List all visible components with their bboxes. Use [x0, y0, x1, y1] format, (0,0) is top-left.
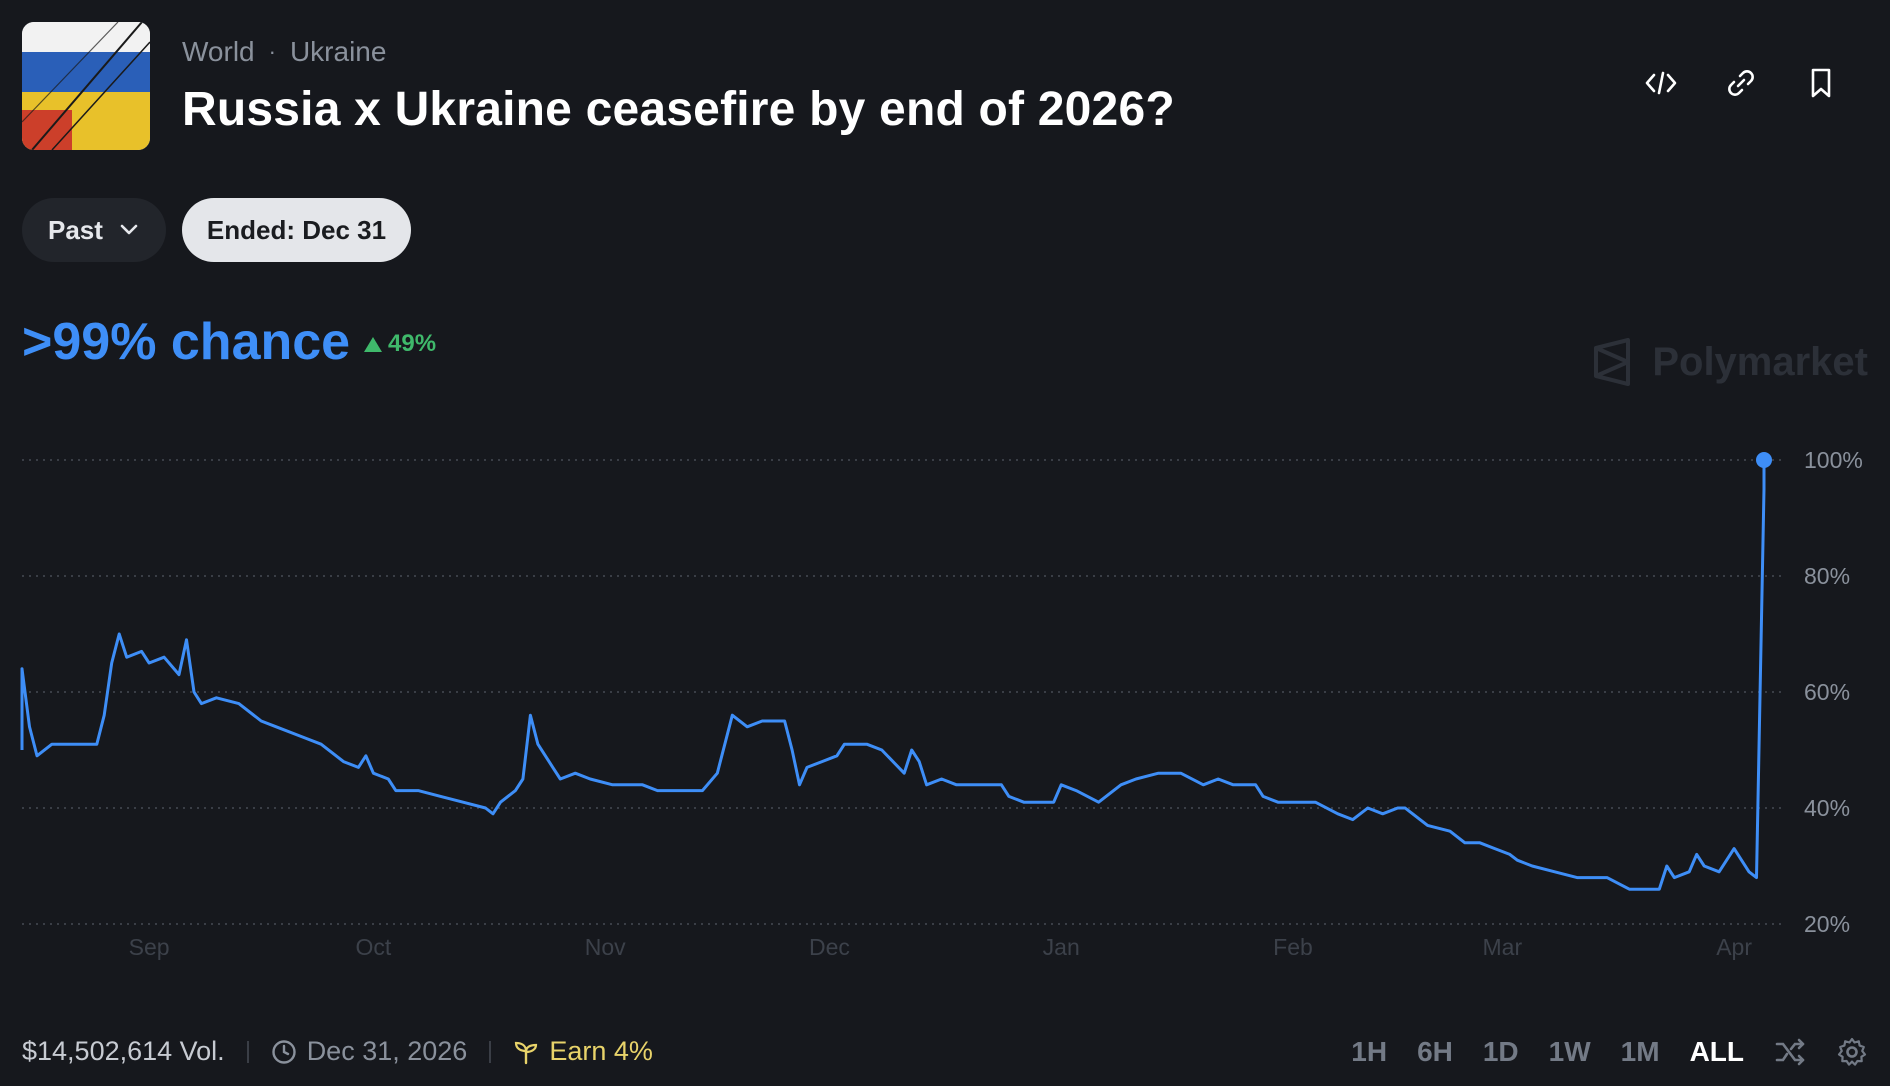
- x-tick-label: Sep: [129, 934, 170, 960]
- chance-value: >99% chance: [22, 313, 351, 371]
- range-1h[interactable]: 1H: [1351, 1036, 1388, 1067]
- footer-divider: [246, 1040, 249, 1063]
- time-range-selector: 1H 6H 1D 1W 1M ALL: [1351, 1036, 1868, 1068]
- footer-divider: [489, 1040, 492, 1063]
- volume-text: $14,502,614 Vol.: [22, 1036, 225, 1066]
- brand-watermark: Polymarket: [1590, 338, 1868, 386]
- delta-value: 49%: [388, 330, 437, 357]
- clock-icon: [271, 1039, 296, 1064]
- x-tick-label: Jan: [1043, 934, 1080, 960]
- y-tick-label: 100%: [1804, 447, 1863, 473]
- y-axis-labels: 100% 80% 60% 40% 20%: [1804, 447, 1863, 937]
- polymarket-logo-icon: [1594, 338, 1631, 386]
- x-tick-label: Feb: [1273, 934, 1313, 960]
- price-history-chart[interactable]: 100% 80% 60% 40% 20% Sep Oct Nov Dec Jan Feb Mar Ap…: [0, 430, 1890, 970]
- chance-delta: 49%: [364, 330, 436, 358]
- flag-image: [22, 22, 150, 150]
- breadcrumb-separator: ·: [268, 39, 276, 64]
- market-thumbnail: [22, 22, 150, 150]
- header-actions: [1644, 66, 1838, 100]
- end-date-text: Dec 31, 2026: [306, 1036, 468, 1066]
- y-tick-label: 40%: [1804, 795, 1850, 821]
- past-dropdown[interactable]: Past: [22, 198, 166, 262]
- x-tick-label: Mar: [1483, 934, 1523, 960]
- page-title: Russia x Ukraine ceasefire by end of 202…: [182, 83, 1175, 136]
- chevron-down-icon: [120, 224, 138, 235]
- x-axis-labels: SepOctNovDecJanFebMarAprMay: [129, 934, 1753, 960]
- x-tick-label: Oct: [355, 934, 391, 960]
- series-endpoint: [1756, 452, 1772, 468]
- range-1m[interactable]: 1M: [1620, 1036, 1660, 1067]
- y-tick-label: 80%: [1804, 563, 1850, 589]
- earn-link[interactable]: Earn 4%: [513, 1036, 653, 1067]
- y-tick-label: 60%: [1804, 679, 1850, 705]
- range-1d[interactable]: 1D: [1482, 1036, 1519, 1067]
- link-icon[interactable]: [1724, 66, 1758, 100]
- settings-gear-icon[interactable]: [1836, 1036, 1868, 1068]
- brand-name: Polymarket: [1652, 339, 1868, 384]
- chart-grid: [22, 459, 1782, 925]
- range-all[interactable]: ALL: [1689, 1036, 1744, 1067]
- ended-label: Ended: Dec 31: [206, 214, 387, 245]
- market-footer: $14,502,614 Vol. Dec 31, 2026 Earn 4%: [22, 1036, 653, 1067]
- past-label: Past: [48, 214, 103, 245]
- sprout-icon: [515, 1041, 538, 1064]
- range-1w[interactable]: 1W: [1548, 1036, 1591, 1067]
- series-line: [20, 460, 1766, 891]
- breadcrumb-world[interactable]: World: [182, 36, 255, 67]
- x-tick-label: Apr: [1716, 934, 1752, 960]
- up-triangle-icon: [364, 336, 382, 352]
- embed-code-icon[interactable]: [1644, 66, 1678, 100]
- x-tick-label: Dec: [809, 934, 850, 960]
- end-date: Dec 31, 2026: [271, 1036, 468, 1067]
- bookmark-icon[interactable]: [1804, 66, 1838, 100]
- ended-date-pill[interactable]: Ended: Dec 31: [182, 198, 411, 262]
- x-tick-label: Nov: [585, 934, 626, 960]
- breadcrumb: World · Ukraine: [182, 36, 386, 68]
- y-tick-label: 20%: [1804, 911, 1850, 937]
- breadcrumb-ukraine[interactable]: Ukraine: [289, 36, 387, 67]
- earn-text: Earn 4%: [549, 1036, 653, 1066]
- shuffle-icon[interactable]: [1774, 1036, 1806, 1068]
- range-6h[interactable]: 6H: [1417, 1036, 1453, 1067]
